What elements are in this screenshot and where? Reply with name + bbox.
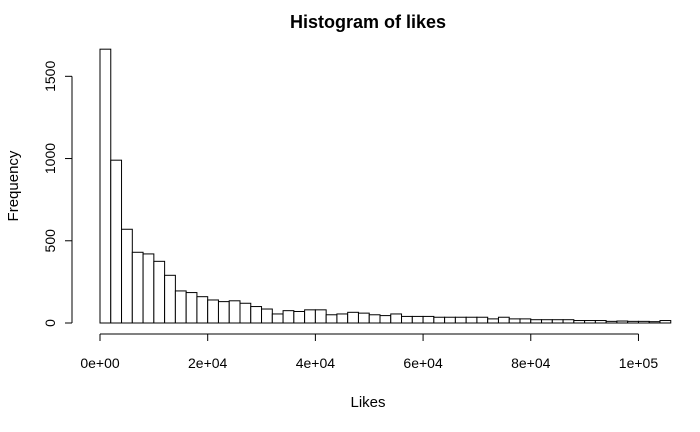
histogram-bar <box>562 319 575 324</box>
histogram-bar <box>121 228 133 324</box>
histogram-bar <box>648 321 661 324</box>
histogram-bar <box>142 253 155 324</box>
histogram-bar <box>261 308 273 324</box>
histogram-bar <box>153 260 166 324</box>
x-axis-label: Likes <box>350 394 385 411</box>
x-tick-label: 6e+04 <box>403 355 443 371</box>
histogram-bar <box>336 313 349 324</box>
histogram-bar <box>573 320 586 324</box>
histogram-bar <box>411 315 424 324</box>
histogram-bar <box>497 316 510 324</box>
histogram-bar <box>185 292 198 324</box>
y-tick-label: 500 <box>42 229 58 253</box>
histogram-bar <box>616 320 629 324</box>
histogram-bar <box>530 319 543 324</box>
histogram-bar <box>239 302 252 324</box>
histogram-bar <box>433 316 446 324</box>
y-tick-label: 1000 <box>42 143 58 174</box>
x-tick-label: 2e+04 <box>188 355 228 371</box>
histogram-bar <box>627 320 639 324</box>
histogram-bar <box>357 312 370 324</box>
x-axis: 0e+00 2e+04 4e+04 6e+04 8e+04 1e+05 <box>80 333 659 371</box>
histogram-bar <box>584 320 596 324</box>
histogram-bar <box>541 319 553 324</box>
histogram-bar <box>401 315 413 324</box>
y-tick-label: 0 <box>42 319 58 327</box>
histogram-bar <box>347 311 359 324</box>
x-tick-label: 0e+00 <box>80 355 120 371</box>
histogram-bar <box>207 299 219 324</box>
histogram-bar <box>659 320 672 324</box>
histogram-bar <box>271 313 284 324</box>
histogram-bar <box>99 48 112 324</box>
histogram-bar <box>217 301 230 324</box>
histogram-bar <box>465 316 478 324</box>
histogram-bar <box>196 296 209 324</box>
x-tick-label: 1e+05 <box>619 355 659 371</box>
histogram-bar <box>250 306 263 324</box>
histogram-bar <box>551 319 564 324</box>
histogram-bar <box>314 309 327 324</box>
histogram-bar <box>368 314 381 324</box>
y-axis: 0 500 1000 1500 <box>42 61 73 327</box>
chart-title: Histogram of likes <box>290 12 446 32</box>
bars-group <box>99 48 672 324</box>
histogram-bar <box>304 309 316 324</box>
histogram-bar <box>390 313 403 324</box>
y-axis-label: Frequency <box>5 150 22 221</box>
histogram-bar <box>164 274 176 324</box>
histogram-bar <box>110 159 123 324</box>
histogram-bar <box>454 316 467 324</box>
histogram-bar <box>422 315 435 324</box>
histogram-bar <box>282 310 295 324</box>
histogram-bar <box>131 251 144 324</box>
x-tick-label: 8e+04 <box>511 355 551 371</box>
histogram-bar <box>637 320 650 324</box>
histogram-bar <box>325 314 338 324</box>
x-tick-label: 4e+04 <box>296 355 336 371</box>
histogram-bar <box>379 315 392 324</box>
y-tick-label: 1500 <box>42 61 58 92</box>
histogram-bar <box>519 318 532 324</box>
histogram-bar <box>605 320 618 324</box>
histogram-bar <box>444 316 456 324</box>
histogram-bar <box>228 300 241 324</box>
histogram-bar <box>594 320 607 324</box>
histogram-bar <box>508 318 521 324</box>
histogram-bar <box>293 310 306 324</box>
histogram-bar <box>487 318 499 324</box>
histogram-bar <box>174 290 187 324</box>
histogram-bar <box>476 316 489 324</box>
